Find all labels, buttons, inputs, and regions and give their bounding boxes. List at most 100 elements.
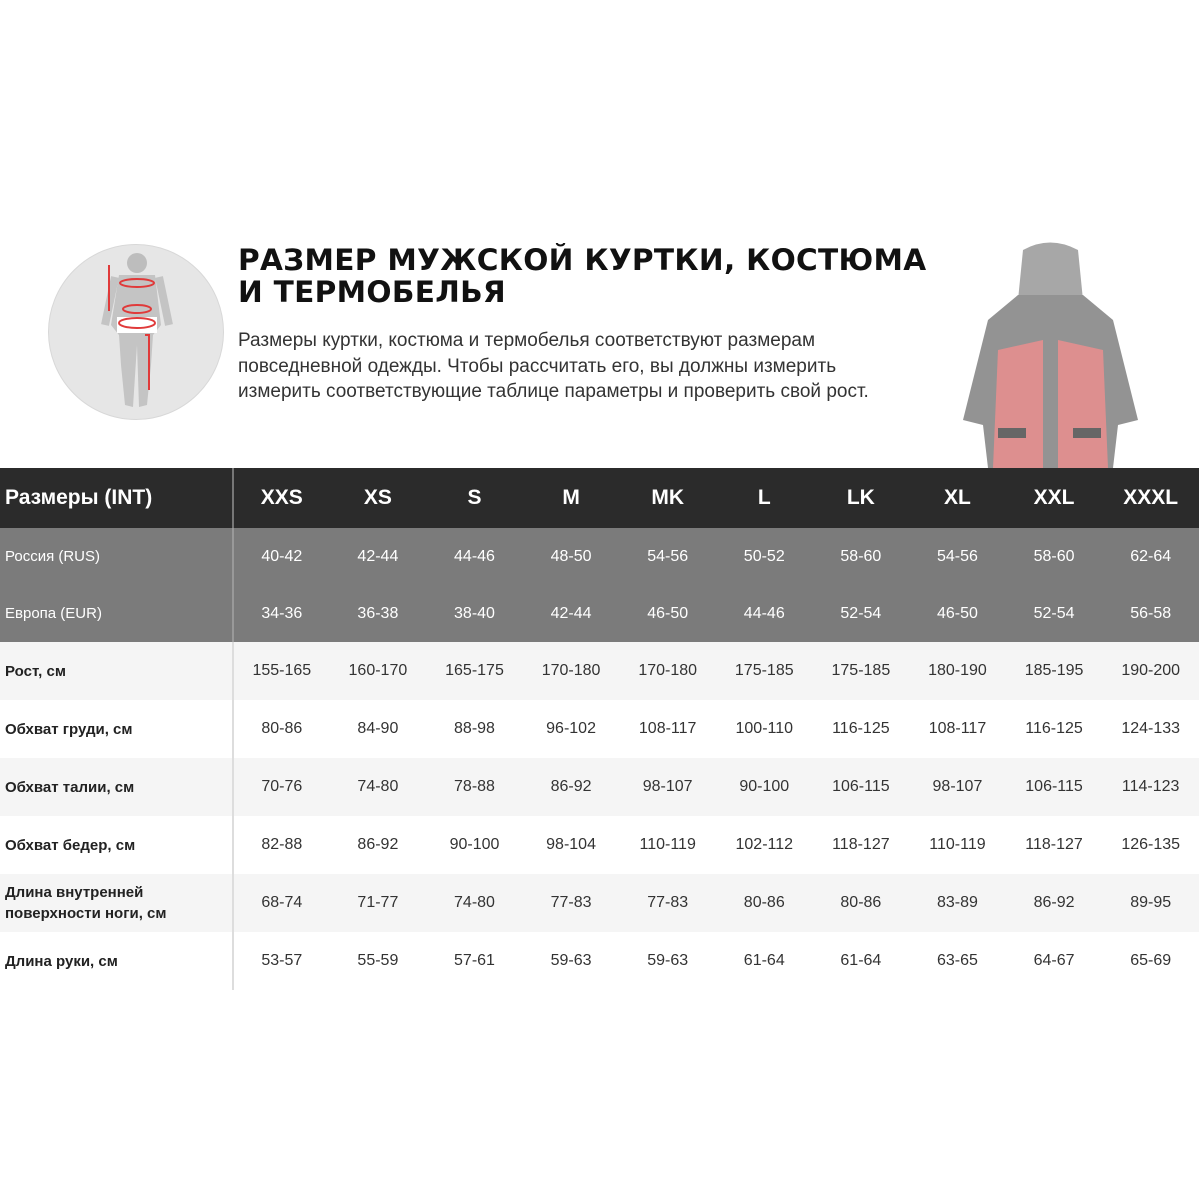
table-cell: 42-44 xyxy=(522,585,620,642)
table-row: Длина руки, см 53-57 55-59 57-61 59-63 59-63 6… xyxy=(0,932,1199,990)
table-cell: 118-127 xyxy=(1005,816,1103,874)
table-cell: 175-185 xyxy=(715,642,813,700)
header-cell: MK xyxy=(619,468,716,528)
table-cell: 126-135 xyxy=(1102,816,1199,874)
table-cell: 54-56 xyxy=(619,528,716,585)
table-cell: 61-64 xyxy=(715,932,813,990)
table-cell: 86-92 xyxy=(329,816,427,874)
body-figure-icon xyxy=(101,253,173,407)
table-cell: 78-88 xyxy=(426,758,523,816)
table-cell: 190-200 xyxy=(1102,642,1199,700)
table-cell: 42-44 xyxy=(329,528,427,585)
table-cell: 59-63 xyxy=(522,932,620,990)
header-cell: XXL xyxy=(1005,468,1103,528)
table-cell: 61-64 xyxy=(812,932,910,990)
table-cell: 98-104 xyxy=(522,816,620,874)
header-cell: LK xyxy=(812,468,910,528)
table-cell: 155-165 xyxy=(233,642,330,700)
table-cell: 77-83 xyxy=(619,874,716,932)
table-cell: 58-60 xyxy=(812,528,910,585)
table-row: Обхват бедер, см 82-88 86-92 90-100 98-104 11… xyxy=(0,816,1199,874)
table-cell: 62-64 xyxy=(1102,528,1199,585)
table-cell: 53-57 xyxy=(233,932,330,990)
table-cell: 110-119 xyxy=(619,816,716,874)
table-cell: 34-36 xyxy=(233,585,330,642)
table-header-row: Размеры (INT) XXS XS S M MK L LK XL XXL … xyxy=(0,468,1199,528)
table-cell: 86-92 xyxy=(522,758,620,816)
table-cell: 56-58 xyxy=(1102,585,1199,642)
header-cell: M xyxy=(522,468,620,528)
table-row: Рост, см 155-165 160-170 165-175 170-180 170-… xyxy=(0,642,1199,700)
table-cell: 110-119 xyxy=(909,816,1006,874)
table-cell: 44-46 xyxy=(715,585,813,642)
row-label: Обхват бедер, см xyxy=(0,816,234,874)
table-row: Россия (RUS) 40-42 42-44 44-46 48-50 54-56 50-… xyxy=(0,528,1199,585)
description: Размеры куртки, костюма и термобелья соо… xyxy=(238,330,869,402)
header-cell: XL xyxy=(909,468,1006,528)
table-cell: 59-63 xyxy=(619,932,716,990)
table-cell: 70-76 xyxy=(233,758,330,816)
table-cell: 106-115 xyxy=(1005,758,1103,816)
table-cell: 77-83 xyxy=(522,874,620,932)
table-cell: 52-54 xyxy=(1005,585,1103,642)
table-cell: 57-61 xyxy=(426,932,523,990)
table-cell: 36-38 xyxy=(329,585,427,642)
table-cell: 82-88 xyxy=(233,816,330,874)
table-cell: 185-195 xyxy=(1005,642,1103,700)
table-cell: 98-107 xyxy=(619,758,716,816)
table-cell: 108-117 xyxy=(909,700,1006,758)
table-cell: 116-125 xyxy=(1005,700,1103,758)
table-cell: 165-175 xyxy=(426,642,523,700)
table-cell: 90-100 xyxy=(426,816,523,874)
table-row: Обхват талии, см 70-76 74-80 78-88 86-92 98-1… xyxy=(0,758,1199,816)
table-cell: 88-98 xyxy=(426,700,523,758)
table-cell: 90-100 xyxy=(715,758,813,816)
table-cell: 58-60 xyxy=(1005,528,1103,585)
table-cell: 102-112 xyxy=(715,816,813,874)
jacket-image xyxy=(958,240,1143,468)
table-row: Обхват груди, см 80-86 84-90 88-98 96-102 108… xyxy=(0,700,1199,758)
table-cell: 74-80 xyxy=(329,758,427,816)
table-cell: 65-69 xyxy=(1102,932,1199,990)
header-cell: XXS xyxy=(233,468,330,528)
table-cell: 84-90 xyxy=(329,700,427,758)
table-row: Европа (EUR) 34-36 36-38 38-40 42-44 46-50 44-… xyxy=(0,585,1199,642)
table-cell: 80-86 xyxy=(715,874,813,932)
table-cell: 46-50 xyxy=(619,585,716,642)
header-cell: Размеры (INT) xyxy=(0,468,234,528)
table-cell: 118-127 xyxy=(812,816,910,874)
table-cell: 50-52 xyxy=(715,528,813,585)
row-label: Россия (RUS) xyxy=(0,528,234,585)
row-label: Длина руки, см xyxy=(0,932,234,990)
row-label: Европа (EUR) xyxy=(0,585,234,642)
table-cell: 38-40 xyxy=(426,585,523,642)
table-cell: 114-123 xyxy=(1102,758,1199,816)
table-cell: 175-185 xyxy=(812,642,910,700)
table-cell: 170-180 xyxy=(619,642,716,700)
table-cell: 86-92 xyxy=(1005,874,1103,932)
table-cell: 80-86 xyxy=(233,700,330,758)
size-table: Размеры (INT) XXS XS S M MK L LK XL XXL … xyxy=(0,468,1200,990)
table-cell: 74-80 xyxy=(426,874,523,932)
table-cell: 40-42 xyxy=(233,528,330,585)
table-cell: 180-190 xyxy=(909,642,1006,700)
table-cell: 116-125 xyxy=(812,700,910,758)
table-row: Длина внутренней поверхности ноги, см 68-… xyxy=(0,874,1199,932)
body-measurement-illustration xyxy=(48,244,224,420)
header-cell: S xyxy=(426,468,523,528)
table-cell: 64-67 xyxy=(1005,932,1103,990)
table-cell: 100-110 xyxy=(715,700,813,758)
table-cell: 71-77 xyxy=(329,874,427,932)
table-cell: 160-170 xyxy=(329,642,427,700)
table-cell: 83-89 xyxy=(909,874,1006,932)
table-cell: 44-46 xyxy=(426,528,523,585)
table-cell: 96-102 xyxy=(522,700,620,758)
header-cell: L xyxy=(715,468,813,528)
table-cell: 98-107 xyxy=(909,758,1006,816)
table-cell: 106-115 xyxy=(812,758,910,816)
table-cell: 80-86 xyxy=(812,874,910,932)
table-cell: 54-56 xyxy=(909,528,1006,585)
table-cell: 170-180 xyxy=(522,642,620,700)
table-cell: 48-50 xyxy=(522,528,620,585)
row-label: Рост, см xyxy=(0,642,234,700)
